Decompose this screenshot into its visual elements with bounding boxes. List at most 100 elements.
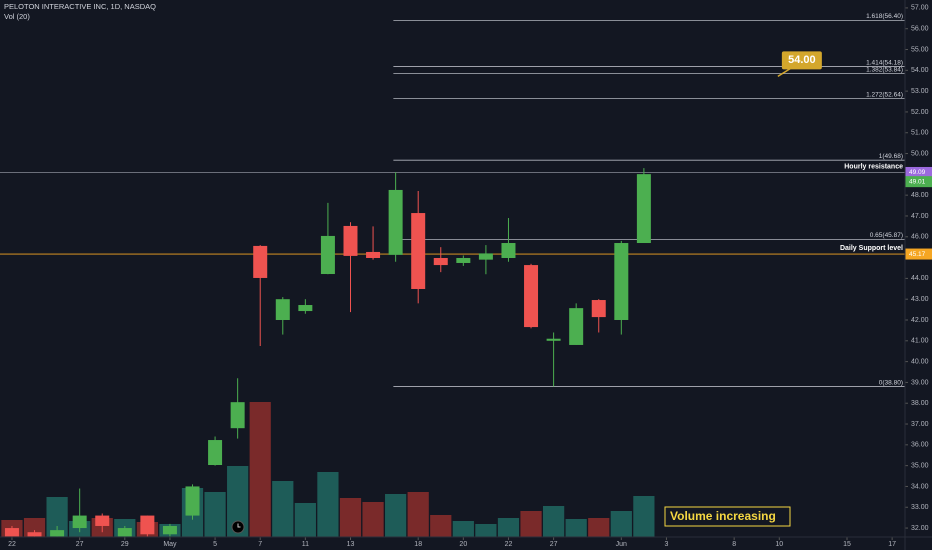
y-tick-label: 47.00	[911, 213, 929, 220]
x-tick-label: 5	[213, 541, 217, 548]
chart-title: PELOTON INTERACTIVE INC, 1D, NASDAQ	[4, 2, 156, 11]
x-tick-label: 27	[76, 541, 84, 548]
x-tick-label: May	[163, 541, 177, 548]
last-price-label: 49.01	[909, 178, 926, 185]
y-tick-label: 36.00	[911, 442, 929, 449]
y-tick-label: 40.00	[911, 358, 929, 365]
candle-body	[388, 189, 403, 255]
x-tick-label: Jun	[616, 541, 627, 548]
volume-bar	[272, 481, 294, 537]
volume-bar	[249, 402, 271, 537]
volume-bar	[543, 506, 565, 537]
y-tick-label: 51.00	[911, 130, 929, 137]
y-tick-label: 42.00	[911, 317, 929, 324]
candle-body	[636, 174, 651, 244]
volume-bar	[497, 518, 520, 537]
candle-body	[569, 308, 584, 345]
volume-bar	[204, 492, 226, 537]
candle-body	[95, 515, 110, 526]
x-tick-label: 13	[347, 541, 355, 548]
candle-body	[208, 440, 223, 466]
candle-body	[117, 528, 132, 537]
y-tick-label: 35.00	[911, 462, 929, 469]
y-tick-label: 39.00	[911, 379, 929, 386]
volume-bar	[317, 472, 339, 537]
price-layer: 57.00 56.00 55.00 54.00 53.00 52.00 51.00 50.00…	[0, 5, 932, 548]
x-tick-label: 10	[775, 541, 783, 548]
volume-bar	[362, 502, 384, 537]
y-tick-label: 43.00	[911, 296, 929, 303]
volume-bar	[407, 492, 429, 537]
y-tick-label: 54.00	[911, 67, 929, 74]
candle-body	[366, 251, 381, 258]
volume-bar	[520, 511, 542, 537]
candle-body	[230, 402, 245, 429]
y-tick-label: 57.00	[911, 5, 929, 12]
x-tick-label: 18	[414, 541, 422, 548]
volume-bar	[294, 503, 316, 537]
y-tick-label: 41.00	[911, 338, 929, 345]
level-name: Hourly resistance	[844, 163, 903, 170]
candle-body	[343, 225, 358, 256]
level-name: Daily Support level	[840, 245, 903, 252]
candle-body	[546, 338, 561, 341]
fib-level-label: 1.414(54.18)	[866, 59, 903, 66]
last-price-tag	[905, 176, 932, 188]
y-tick-label: 48.00	[911, 192, 929, 199]
y-tick-label: 44.00	[911, 275, 929, 282]
volume-bar	[588, 518, 610, 537]
y-tick-label: 34.00	[911, 483, 929, 490]
y-tick-label: 55.00	[911, 46, 929, 53]
fib-level-label: 1(49.68)	[879, 153, 903, 160]
candle-body	[162, 525, 177, 535]
candle-body	[275, 299, 290, 320]
candle-body	[433, 257, 448, 266]
volume-bar	[46, 497, 68, 537]
candle-body	[614, 243, 629, 320]
y-tick-label: 50.00	[911, 150, 929, 157]
y-tick-label: 32.00	[911, 525, 929, 532]
candle-body	[320, 235, 335, 275]
y-tick-label: 37.00	[911, 421, 929, 428]
y-tick-label: 53.00	[911, 88, 929, 95]
volume-bar	[385, 494, 407, 537]
fib-level-label: 0(38.80)	[879, 379, 903, 386]
price-tag	[905, 248, 932, 260]
y-tick-label: 46.00	[911, 234, 929, 241]
y-tick-label: 52.00	[911, 109, 929, 116]
fib-level-label: 0.65(45.87)	[870, 232, 903, 239]
fib-level-label: 1.618(56.40)	[866, 13, 903, 20]
x-tick-label: 22	[505, 541, 513, 548]
volume-indicator-label: Vol (20)	[4, 12, 30, 21]
x-tick-label: 8	[732, 541, 736, 548]
fib-level-label: 1.382(53.84)	[866, 66, 903, 73]
callout-box	[781, 51, 822, 70]
candle-body	[27, 532, 42, 537]
candle-body	[4, 528, 19, 537]
x-tick-label: 7	[258, 541, 262, 548]
x-tick-label: 17	[888, 541, 896, 548]
candle-body	[501, 243, 516, 258]
candle-body	[50, 530, 65, 537]
volume-bar	[565, 519, 587, 537]
x-tick-label: 15	[843, 541, 851, 548]
candle-body	[478, 253, 493, 260]
volume-bar	[452, 521, 474, 537]
x-tick-label: 22	[8, 541, 16, 548]
volume-bar	[430, 515, 452, 537]
price-tag-label: 49.09	[909, 169, 926, 176]
candle-body	[591, 300, 606, 318]
y-tick-label: 56.00	[911, 26, 929, 33]
candle-body	[456, 257, 471, 263]
callout-label: 54.00	[788, 54, 816, 66]
price-tag-label: 45.17	[909, 251, 926, 258]
candle-body	[524, 265, 539, 328]
annotation: Volume increasing	[670, 509, 776, 523]
volume-bar	[633, 496, 655, 537]
candle-body	[298, 305, 313, 312]
fib-level-label: 1.272(52.64)	[866, 91, 903, 98]
volume-bar	[610, 511, 632, 537]
event-icon-glyph	[237, 523, 241, 528]
